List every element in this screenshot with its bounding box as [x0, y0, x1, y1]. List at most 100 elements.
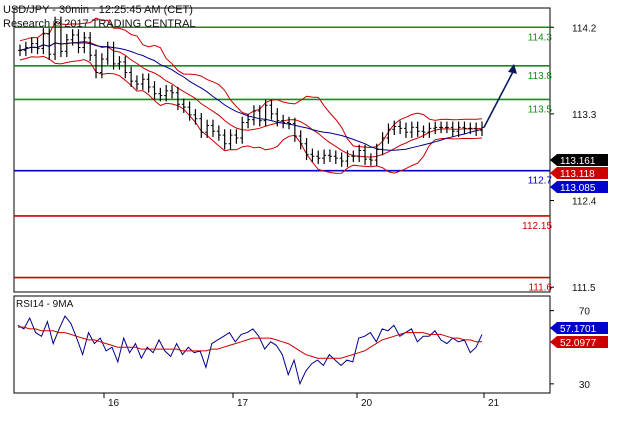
- price-bar: [158, 87, 163, 102]
- rsi-title: RSI14 - 9MA: [16, 299, 74, 310]
- price-bar: [23, 41, 28, 57]
- main-panel-border: [13, 7, 551, 293]
- price-bar: [339, 152, 344, 167]
- price-bar: [140, 73, 145, 90]
- value-tag-box: [550, 322, 608, 334]
- price-bar: [134, 75, 139, 90]
- price-bar: [18, 44, 22, 57]
- price-bar: [193, 109, 198, 125]
- price-bar: [474, 122, 479, 137]
- price-bar: [468, 122, 473, 135]
- price-bar: [105, 41, 110, 65]
- x-tick-label: 16: [108, 398, 120, 409]
- price-bar: [228, 129, 233, 150]
- forecast-arrow-head: [508, 63, 517, 74]
- price-bar: [53, 16, 58, 60]
- price-bar: [480, 121, 484, 137]
- price-bar: [409, 121, 414, 138]
- value-tag-box: [550, 336, 608, 348]
- level-label: 113.8: [528, 71, 553, 82]
- level-label: 111.6: [528, 283, 552, 294]
- price-bar: [398, 120, 403, 135]
- price-bar: [304, 137, 309, 161]
- price-bar: [357, 144, 362, 163]
- value-tag-text: 57.1701: [560, 324, 597, 335]
- price-bar: [70, 29, 75, 46]
- value-tag: 113.118: [550, 167, 608, 180]
- y-tick-label: 113.3: [572, 110, 597, 121]
- x-tick-label: 20: [361, 398, 373, 409]
- price-bar: [327, 149, 332, 163]
- price-bars: [18, 16, 484, 167]
- price-bar: [41, 28, 46, 55]
- value-tag: 113.085: [550, 181, 608, 194]
- forecast-arrow: [483, 63, 517, 128]
- value-tag-text: 113.118: [560, 169, 595, 180]
- level-label: 113.5: [528, 104, 553, 115]
- price-bar: [164, 85, 169, 102]
- rsi-ma-line: [18, 326, 482, 359]
- value-tags: 113.161 113.118 113.085 57.1701 52.0977: [550, 154, 608, 349]
- price-bar: [380, 132, 385, 156]
- value-tag-box: [550, 167, 608, 179]
- price-bar: [403, 122, 408, 138]
- price-bar: [392, 120, 397, 136]
- rsi-panel: [17, 315, 483, 386]
- price-bar: [88, 32, 93, 61]
- price-bar: [35, 37, 40, 55]
- price-bar: [374, 143, 379, 166]
- value-tag-box: [550, 181, 608, 193]
- price-bar: [251, 105, 256, 126]
- value-tag: 52.0977: [550, 336, 608, 349]
- price-bar: [456, 121, 461, 138]
- moving-averages: [19, 40, 483, 158]
- price-bar: [322, 149, 327, 164]
- x-tick-label: 21: [488, 398, 500, 409]
- value-tag-text: 52.0977: [560, 338, 597, 349]
- rsi-line: [17, 315, 483, 386]
- chart-title: USD/JPY - 30min - 12:25:45 AM (CET): [3, 4, 193, 16]
- price-bar: [292, 117, 297, 142]
- price-bar: [345, 150, 350, 167]
- value-tag-text: 113.161: [560, 156, 596, 167]
- level-label: 114.3: [528, 32, 553, 43]
- price-bar: [433, 121, 438, 135]
- price-bar: [146, 73, 151, 93]
- price-bar: [316, 150, 321, 164]
- bollinger-lower: [19, 55, 483, 174]
- price-bar: [240, 116, 245, 144]
- chart-frame: [13, 7, 551, 394]
- y-tick-label: 114.2: [572, 23, 597, 34]
- price-bar: [123, 56, 128, 79]
- price-bar: [310, 148, 315, 163]
- price-bar: [216, 125, 221, 141]
- price-bar: [421, 125, 426, 138]
- price-bar: [47, 28, 52, 60]
- price-bar: [29, 37, 34, 54]
- rsi-y-tick-label: 30: [579, 380, 591, 391]
- price-bar: [450, 121, 455, 138]
- price-bar: [444, 121, 449, 134]
- price-bar: [82, 32, 87, 54]
- price-bar: [205, 119, 210, 138]
- price-bar: [234, 129, 239, 144]
- y-tick-label: 111.5: [572, 283, 596, 294]
- rsi-panel-border: [13, 295, 551, 394]
- price-bar: [64, 33, 69, 58]
- price-bar: [333, 150, 338, 164]
- price-bar: [152, 81, 157, 100]
- price-bar: [111, 41, 116, 70]
- price-bar: [246, 113, 251, 129]
- forecast-arrow-line: [483, 69, 515, 128]
- price-bar: [363, 144, 368, 165]
- price-bar: [199, 112, 204, 138]
- bollinger-upper: [19, 17, 483, 149]
- price-bar: [287, 116, 292, 130]
- price-bar: [94, 49, 99, 79]
- y-tick-label: 112.4: [572, 197, 597, 208]
- price-bar: [117, 56, 122, 70]
- price-bar: [181, 98, 186, 113]
- price-bar: [210, 119, 215, 138]
- price-bar: [439, 121, 444, 134]
